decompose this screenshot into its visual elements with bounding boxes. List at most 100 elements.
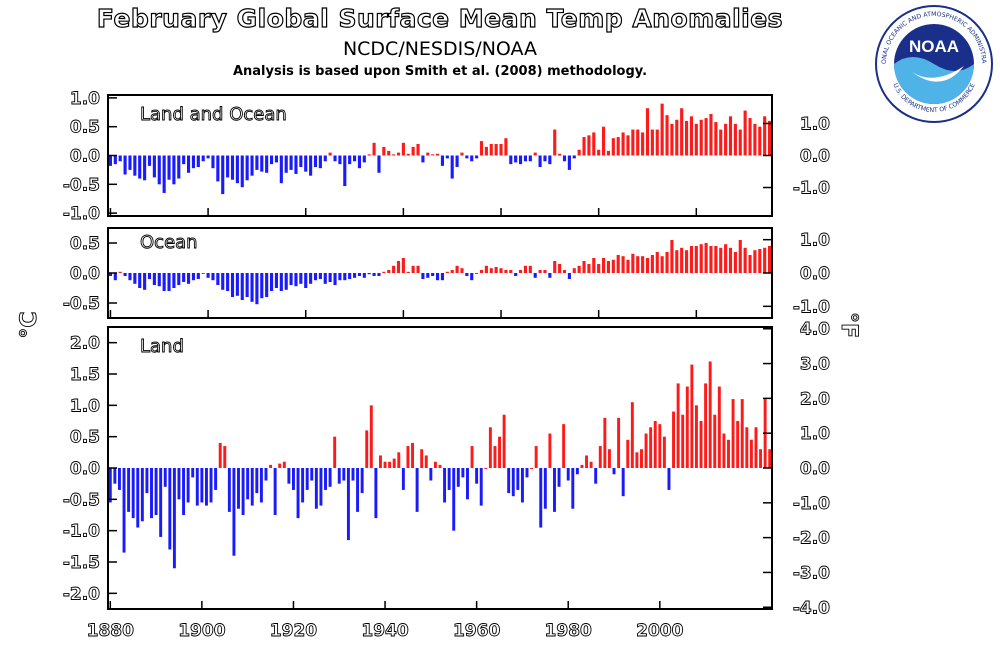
- bar: [264, 468, 268, 481]
- bar: [401, 142, 405, 156]
- bar: [265, 155, 269, 173]
- y-tick-label-fahrenheit: 3.0: [800, 355, 830, 375]
- bar: [667, 468, 671, 490]
- bar: [438, 464, 442, 468]
- bar: [533, 273, 537, 278]
- bar: [214, 468, 218, 490]
- bar: [602, 126, 606, 156]
- bar: [138, 155, 142, 179]
- bar: [246, 468, 250, 500]
- bar: [714, 122, 718, 156]
- bar: [484, 146, 488, 156]
- bar: [530, 468, 534, 469]
- bar: [489, 268, 493, 273]
- noaa-logo: NOAA NATIONAL OCEANIC AND ATMOSPHERIC AD…: [872, 2, 993, 123]
- bar: [519, 155, 523, 165]
- bar: [763, 247, 767, 273]
- bar: [717, 386, 721, 468]
- bar: [645, 258, 650, 273]
- bar: [318, 155, 322, 169]
- bar: [237, 468, 240, 509]
- bar: [365, 430, 369, 468]
- bar: [392, 265, 396, 273]
- bar: [279, 155, 283, 184]
- bar: [759, 449, 763, 468]
- bar: [493, 446, 497, 468]
- bar: [333, 273, 337, 285]
- bar: [533, 152, 537, 156]
- bar: [223, 446, 227, 468]
- bar: [377, 273, 381, 276]
- bar: [147, 273, 152, 279]
- bar: [232, 468, 236, 556]
- bar: [235, 155, 239, 184]
- bar: [714, 246, 718, 273]
- bar: [396, 152, 401, 156]
- bar: [488, 427, 492, 468]
- bar: [509, 155, 513, 165]
- bar: [562, 270, 567, 273]
- bar: [450, 270, 454, 273]
- bar: [216, 155, 220, 182]
- noaa-logo-text: NOAA: [909, 37, 959, 56]
- bar: [218, 442, 222, 468]
- bar: [172, 273, 176, 288]
- bar: [650, 129, 654, 156]
- y-tick-label-fahrenheit: -1.0: [793, 179, 830, 199]
- bar: [553, 129, 557, 156]
- bar: [768, 449, 772, 468]
- bar: [597, 149, 601, 156]
- bar: [675, 119, 679, 156]
- bar: [177, 273, 181, 285]
- bar: [523, 155, 527, 162]
- bar: [636, 129, 640, 156]
- bar: [140, 468, 144, 522]
- panel-label: Land: [140, 336, 184, 357]
- bar: [475, 155, 479, 159]
- bar: [319, 468, 323, 506]
- y-tick-label-celsius: 0.5: [70, 428, 100, 448]
- bar: [167, 155, 171, 180]
- bar: [631, 253, 635, 273]
- bar: [566, 468, 570, 481]
- bar: [460, 268, 464, 273]
- panel-label: Ocean: [140, 232, 198, 253]
- bar: [658, 424, 662, 468]
- bar: [587, 264, 591, 273]
- bar: [514, 273, 518, 276]
- bar: [587, 135, 591, 156]
- bar: [567, 273, 571, 279]
- bar: [748, 255, 752, 273]
- bar: [440, 155, 444, 166]
- y-tick-label-celsius: -1.0: [63, 204, 100, 224]
- bar: [301, 468, 305, 503]
- bar: [754, 427, 758, 468]
- y-tick-label-fahrenheit: 1.0: [800, 424, 830, 444]
- bar: [445, 155, 449, 159]
- bar: [230, 155, 235, 180]
- bar: [685, 250, 689, 273]
- bar: [177, 155, 181, 179]
- bar: [324, 468, 327, 490]
- bar: [284, 273, 288, 290]
- y-tick-label-celsius: 0.5: [70, 118, 100, 138]
- bar: [611, 259, 615, 273]
- y-tick-label-celsius: 0.0: [70, 147, 100, 167]
- bar: [416, 143, 420, 156]
- bar: [387, 270, 391, 273]
- bar: [204, 468, 208, 506]
- bar: [631, 129, 635, 156]
- bar: [745, 427, 749, 468]
- bar: [479, 270, 484, 273]
- bar: [460, 152, 464, 156]
- bar: [516, 468, 520, 490]
- bar: [748, 118, 752, 156]
- bar: [357, 155, 361, 169]
- bar: [206, 155, 210, 159]
- bar: [749, 439, 753, 468]
- bar: [313, 155, 318, 168]
- bar: [635, 452, 639, 468]
- bar: [553, 468, 556, 512]
- bar: [318, 273, 322, 279]
- bar: [127, 468, 131, 512]
